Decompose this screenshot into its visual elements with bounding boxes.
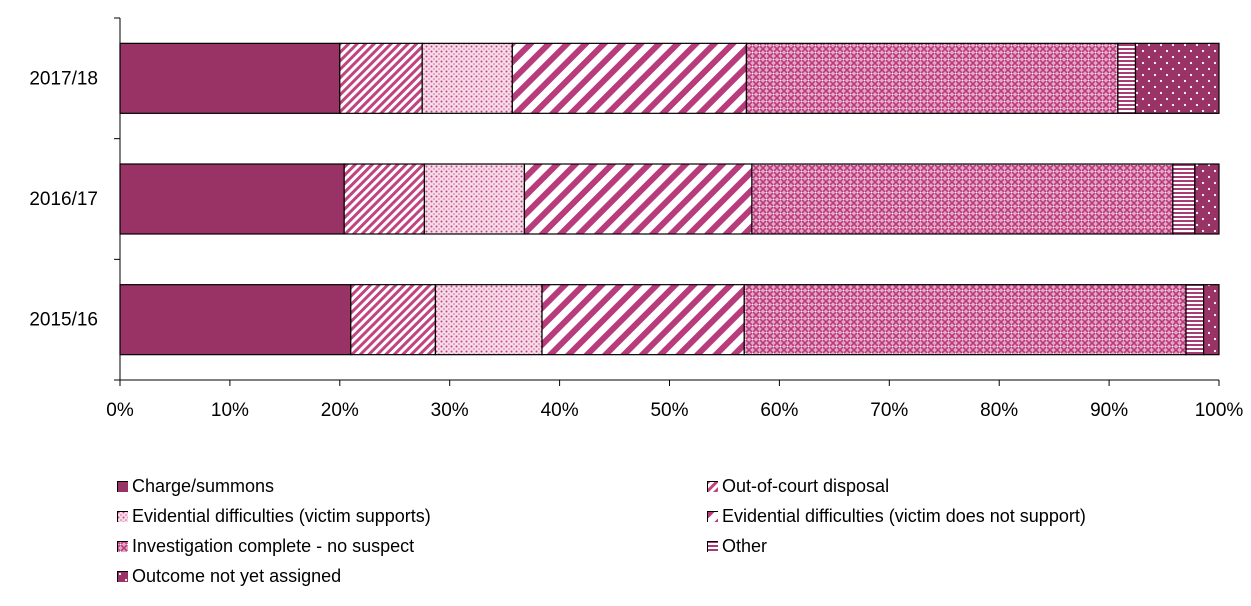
x-tick-label: 80% (980, 400, 1018, 421)
bar-segment-2015-16-evidential-difficulties-victim-does-not-support (541, 284, 745, 356)
bar-segment-2016-17-evidential-difficulties-victim-does-not-support (523, 163, 753, 235)
bars-group (119, 42, 1220, 356)
x-tick-label: 0% (106, 400, 134, 421)
bar-segment-2017-18-evidential-difficulties-victim-supports (421, 42, 513, 114)
bar-segment-2017-18-other (1117, 42, 1137, 114)
bar-segment-2015-16-outcome-not-yet-assigned (1203, 284, 1220, 356)
x-tick-label: 20% (321, 400, 359, 421)
bar-segment-2015-16-charge-summons (119, 284, 352, 356)
x-tick-label: 90% (1090, 400, 1128, 421)
bar-segment-2016-17-out-of-court-disposal (343, 163, 426, 235)
bar-segment-2017-18-investigation-complete-no-suspect (745, 42, 1119, 114)
bar-segment-2017-18-evidential-difficulties-victim-does-not-support (511, 42, 748, 114)
x-tick-label: 40% (541, 400, 579, 421)
bar-segment-2016-17-charge-summons (119, 163, 345, 235)
bar-segment-2016-17-evidential-difficulties-victim-supports (423, 163, 526, 235)
x-tick-label: 70% (870, 400, 908, 421)
x-tick-label: 10% (211, 400, 249, 421)
bar-segment-2017-18-outcome-not-yet-assigned (1134, 42, 1220, 114)
y-tick-label: 2015/16 (29, 310, 98, 331)
bar-segment-2015-16-out-of-court-disposal (350, 284, 437, 356)
bar-segment-2015-16-investigation-complete-no-suspect (743, 284, 1187, 356)
bar-segment-2016-17-outcome-not-yet-assigned (1194, 163, 1220, 235)
bar-segment-2016-17-other (1172, 163, 1196, 235)
x-tick-label: 30% (431, 400, 469, 421)
x-tick-label: 50% (650, 400, 688, 421)
bar-segment-2016-17-investigation-complete-no-suspect (751, 163, 1174, 235)
x-tick-label: 60% (760, 400, 798, 421)
bar-segment-2017-18-out-of-court-disposal (339, 42, 423, 114)
y-tick-label: 2017/18 (29, 68, 98, 89)
bar-segment-2017-18-charge-summons (119, 42, 341, 114)
x-tick-label: 100% (1195, 400, 1244, 421)
axes-group: 2017/18 2016/17 2015/16 0% 10% 20% 30% 40% 50% 60… (29, 17, 1244, 421)
bar-segment-2015-16-evidential-difficulties-victim-supports (434, 284, 543, 356)
y-tick-label: 2016/17 (29, 189, 98, 210)
bar-segment-2015-16-other (1185, 284, 1205, 356)
